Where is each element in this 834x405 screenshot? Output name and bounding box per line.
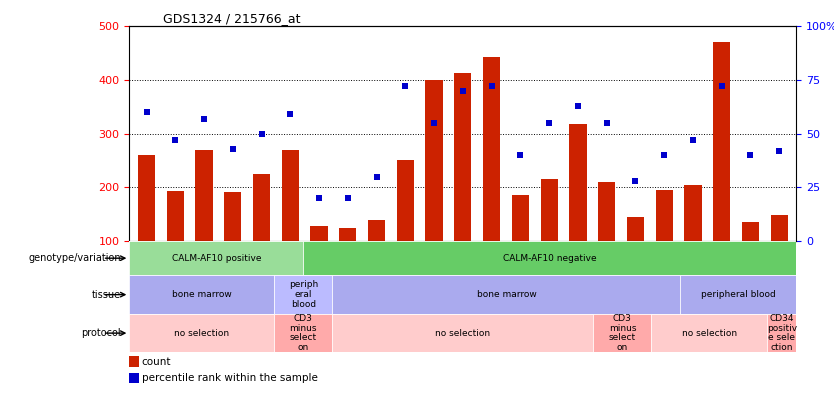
Bar	[274, 314, 332, 352]
Bar	[540, 179, 558, 241]
Point	[226, 145, 239, 152]
Bar	[512, 195, 529, 241]
Bar	[570, 124, 586, 241]
Bar	[129, 314, 274, 352]
Text: periph
eral
blood: periph eral blood	[289, 280, 318, 309]
Bar	[685, 185, 701, 241]
Text: bone marrow: bone marrow	[172, 290, 232, 299]
Text: bone marrow: bone marrow	[476, 290, 536, 299]
Point	[542, 120, 555, 126]
Bar	[195, 150, 213, 241]
Point	[686, 137, 700, 143]
Text: CD3
minus
select
on: CD3 minus select on	[289, 314, 317, 352]
Text: GDS1324 / 215766_at: GDS1324 / 215766_at	[163, 12, 300, 25]
Point	[284, 111, 297, 117]
Bar	[339, 228, 356, 241]
Point	[313, 195, 326, 201]
Text: no selection: no selection	[174, 328, 229, 338]
Point	[456, 87, 470, 94]
Bar	[651, 314, 767, 352]
Bar	[368, 220, 385, 241]
Point	[571, 102, 585, 109]
Text: no selection: no selection	[682, 328, 737, 338]
Text: genotype/variation: genotype/variation	[28, 253, 121, 263]
Text: tissue: tissue	[92, 290, 121, 300]
Bar	[713, 43, 731, 241]
Bar	[274, 275, 332, 314]
Bar	[771, 215, 788, 241]
Point	[485, 83, 498, 90]
Text: count: count	[142, 357, 171, 367]
Point	[428, 120, 441, 126]
Bar	[138, 155, 155, 241]
Bar	[332, 314, 594, 352]
Bar	[282, 150, 299, 241]
Point	[341, 195, 354, 201]
Bar	[397, 160, 414, 241]
Point	[657, 152, 671, 158]
Text: CALM-AF10 negative: CALM-AF10 negative	[503, 254, 596, 263]
Point	[168, 137, 182, 143]
Bar	[681, 275, 796, 314]
Text: CD34
positiv
e sele
ction: CD34 positiv e sele ction	[767, 314, 797, 352]
Bar	[310, 226, 328, 241]
Point	[715, 83, 728, 90]
Bar	[656, 190, 673, 241]
Point	[744, 152, 757, 158]
Text: percentile rank within the sample: percentile rank within the sample	[142, 373, 318, 383]
Bar	[253, 174, 270, 241]
Bar	[129, 275, 274, 314]
Text: peripheral blood: peripheral blood	[701, 290, 776, 299]
Point	[399, 83, 412, 90]
Bar	[767, 314, 796, 352]
Text: no selection: no selection	[435, 328, 490, 338]
Point	[255, 130, 269, 137]
Point	[514, 152, 527, 158]
Bar	[594, 314, 651, 352]
Bar	[167, 191, 184, 241]
Text: CALM-AF10 positive: CALM-AF10 positive	[172, 254, 261, 263]
Point	[772, 147, 786, 154]
Bar	[129, 241, 304, 275]
Bar	[627, 217, 644, 241]
Bar	[741, 222, 759, 241]
Point	[370, 173, 384, 180]
Bar	[304, 241, 796, 275]
Point	[198, 115, 211, 122]
Bar	[598, 182, 615, 241]
Bar	[455, 73, 471, 241]
Point	[140, 109, 153, 115]
Text: protocol: protocol	[81, 328, 121, 338]
Bar	[425, 80, 443, 241]
Bar	[332, 275, 681, 314]
Bar	[224, 192, 241, 241]
Bar	[483, 57, 500, 241]
Point	[600, 120, 613, 126]
Point	[629, 178, 642, 184]
Text: CD3
minus
select
on: CD3 minus select on	[609, 314, 636, 352]
